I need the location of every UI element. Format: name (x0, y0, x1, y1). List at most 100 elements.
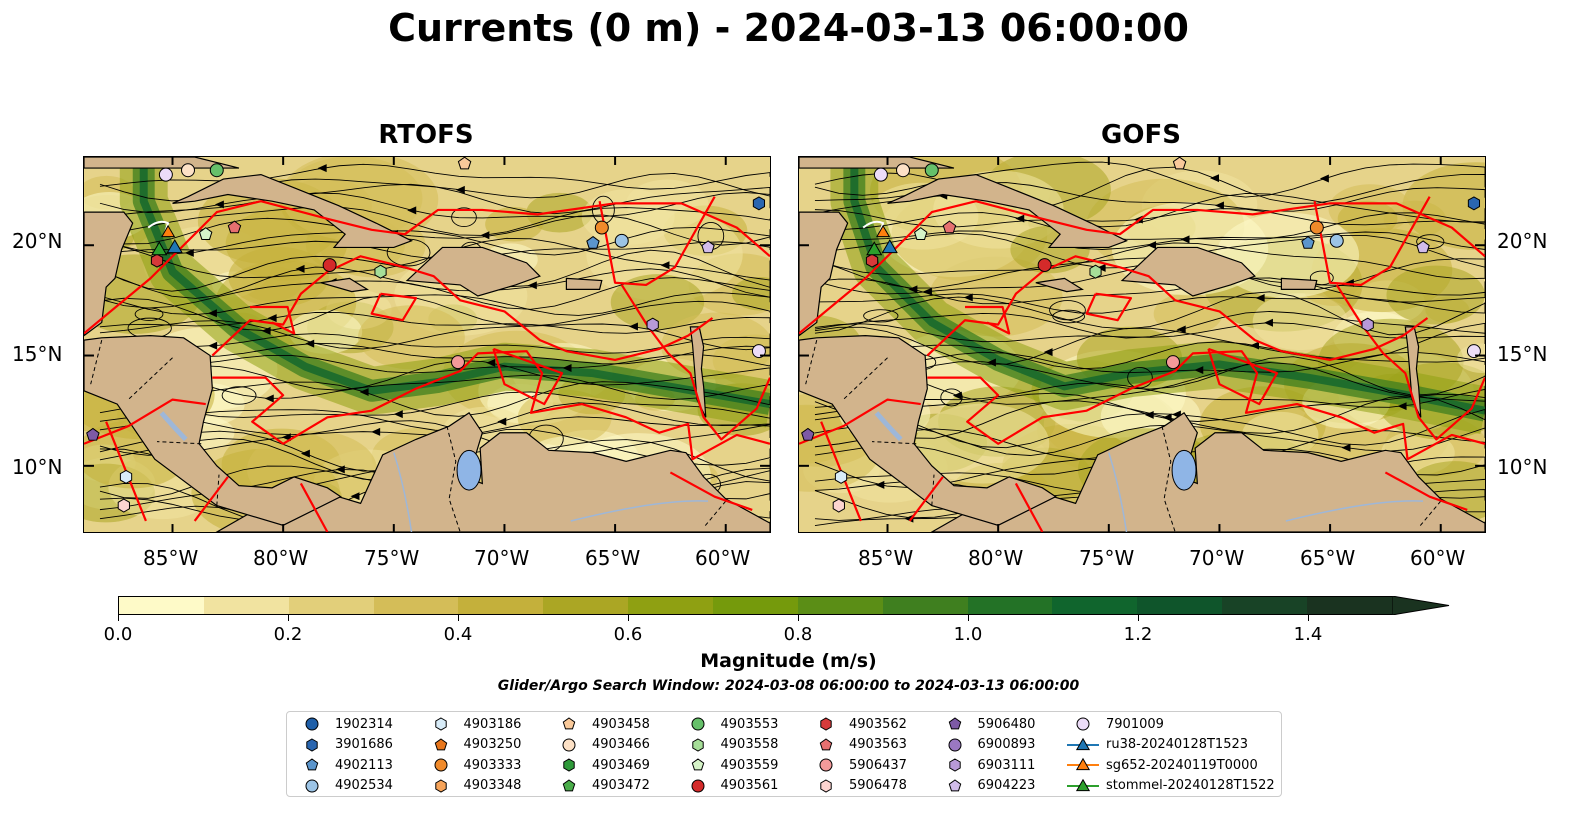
circle-marker-icon (948, 738, 961, 751)
streamline (814, 362, 1485, 405)
current-magnitude-blob (1252, 293, 1348, 351)
marker-4903186 (434, 717, 447, 731)
panel-title-gofs: GOFS (1101, 120, 1181, 150)
hexagon-marker-icon (434, 778, 447, 793)
circle-marker-icon (305, 779, 319, 792)
streamline (814, 392, 1485, 422)
pentagon-marker-icon (562, 778, 576, 791)
lon-tick-60w-right: 60°W (1410, 546, 1466, 570)
lat-tick-20n-right: 20°N (1497, 229, 1548, 253)
colorbar (118, 596, 1393, 615)
legend-label: 4903466 (592, 737, 650, 752)
legend-label: 5906478 (849, 778, 907, 793)
streamline-arrow (660, 261, 670, 270)
legend-label: stommel-20240128T1522 (1106, 778, 1275, 793)
streamline-arrow (264, 394, 274, 403)
legend-entry-4903466: 4903466 (552, 735, 650, 755)
colorbar-segment (1307, 597, 1392, 614)
marker-4903458 (562, 717, 576, 730)
legend-entry-1902314: 1902314 (295, 714, 393, 734)
panel-title-rtofs: RTOFS (378, 120, 474, 150)
land-cubaHead (799, 157, 955, 169)
marker-4903466 (181, 163, 195, 178)
marker-6904223 (701, 240, 715, 254)
colorbar-segment (713, 597, 798, 614)
legend-label: 6904223 (977, 778, 1036, 793)
current-magnitude-blob (526, 192, 593, 233)
streamline (99, 206, 770, 236)
streamline-arrow (1144, 410, 1154, 419)
legend-entry-3901686: 3901686 (295, 735, 393, 755)
marker-4903466 (562, 738, 576, 751)
streamline-arrow (1210, 174, 1219, 183)
country-border (842, 357, 888, 400)
marker-4903348 (434, 778, 447, 793)
hexagon-marker-icon (691, 737, 704, 752)
lat-tick-10n-right: 10°N (1497, 455, 1548, 479)
eez-boundary (908, 476, 944, 522)
eddy-streamline (863, 309, 899, 323)
pentagon-marker-icon (691, 758, 704, 771)
land-southAmerica (215, 412, 770, 532)
eez-boundary (926, 255, 1429, 362)
circle-marker-icon (434, 758, 447, 772)
legend-entry-5906480: 5906480 (938, 714, 1035, 734)
legend-label: 6900893 (977, 737, 1036, 752)
land-cuba (887, 173, 1129, 249)
lon-tick-65w-right: 65°W (1300, 546, 1356, 570)
marker-3901686 (1467, 196, 1481, 211)
lat-tick-15n-left: 15°N (12, 342, 63, 366)
colorbar-segment (1052, 597, 1138, 614)
eddy-streamline (221, 386, 257, 405)
lat-tick-20n-left: 20°N (12, 229, 63, 253)
current-magnitude-blob (610, 274, 705, 331)
legend: 1902314 3901686 4902113 4902534 4903186 49032… (286, 711, 1282, 797)
marker-4903333 (594, 220, 609, 235)
streamline-arrow (628, 322, 638, 331)
colorbar-tick-mark (968, 615, 969, 621)
legend-entry-5906478: 5906478 (809, 776, 907, 796)
legend-entry-6903111: 6903111 (938, 755, 1035, 775)
marker-5906437 (1166, 355, 1180, 370)
marker-4902534 (1329, 233, 1344, 248)
lon-tick-85w-right: 85°W (858, 546, 914, 570)
eez-boundary (965, 305, 1011, 335)
eez-boundary (1085, 292, 1133, 322)
streamline (814, 242, 1485, 280)
legend-label: 5906437 (849, 757, 907, 773)
marker-4902534 (614, 233, 629, 248)
marker-4903333 (1309, 220, 1324, 235)
eez-boundary (1014, 482, 1044, 532)
streamline (814, 277, 1485, 305)
streamline (99, 320, 770, 351)
streamline (99, 163, 770, 190)
marker-4903250 (434, 737, 447, 750)
legend-entry-4903561: 4903561 (681, 776, 778, 796)
legend-label: ru38-20240128T1523 (1106, 737, 1249, 752)
colorbar-segment (373, 597, 459, 614)
legend-entry-5906437: 5906437 (809, 755, 907, 775)
current-magnitude-blob (1241, 411, 1319, 458)
land-centralAmerica (84, 335, 342, 526)
streamline-arrow (1194, 366, 1204, 375)
marker-7901009 (1466, 344, 1481, 359)
current-magnitude-blob (1402, 162, 1485, 250)
colorbar-tick-mark (628, 615, 629, 621)
country-border (871, 441, 917, 445)
streamline-arrow (335, 465, 345, 474)
eddy-streamline (451, 207, 477, 228)
marker-3901686 (752, 196, 766, 211)
marker-7901009 (751, 344, 766, 359)
streamline-arrow (317, 164, 327, 173)
colorbar-segment (203, 597, 289, 614)
eddy-streamline (134, 307, 164, 321)
legend-entry-4903250: 4903250 (424, 735, 521, 755)
legend-label: 3901686 (335, 737, 393, 752)
colorbar-label: Magnitude (m/s) (700, 650, 877, 672)
marker-sg652-20240119T0000 (161, 224, 176, 238)
streamline-arrow (875, 480, 885, 489)
streamline-arrow (1180, 235, 1190, 244)
legend-entry-4903472: 4903472 (552, 776, 650, 796)
marker-stommel-20240128T1522 (151, 241, 168, 256)
eez-boundary (799, 200, 1485, 335)
